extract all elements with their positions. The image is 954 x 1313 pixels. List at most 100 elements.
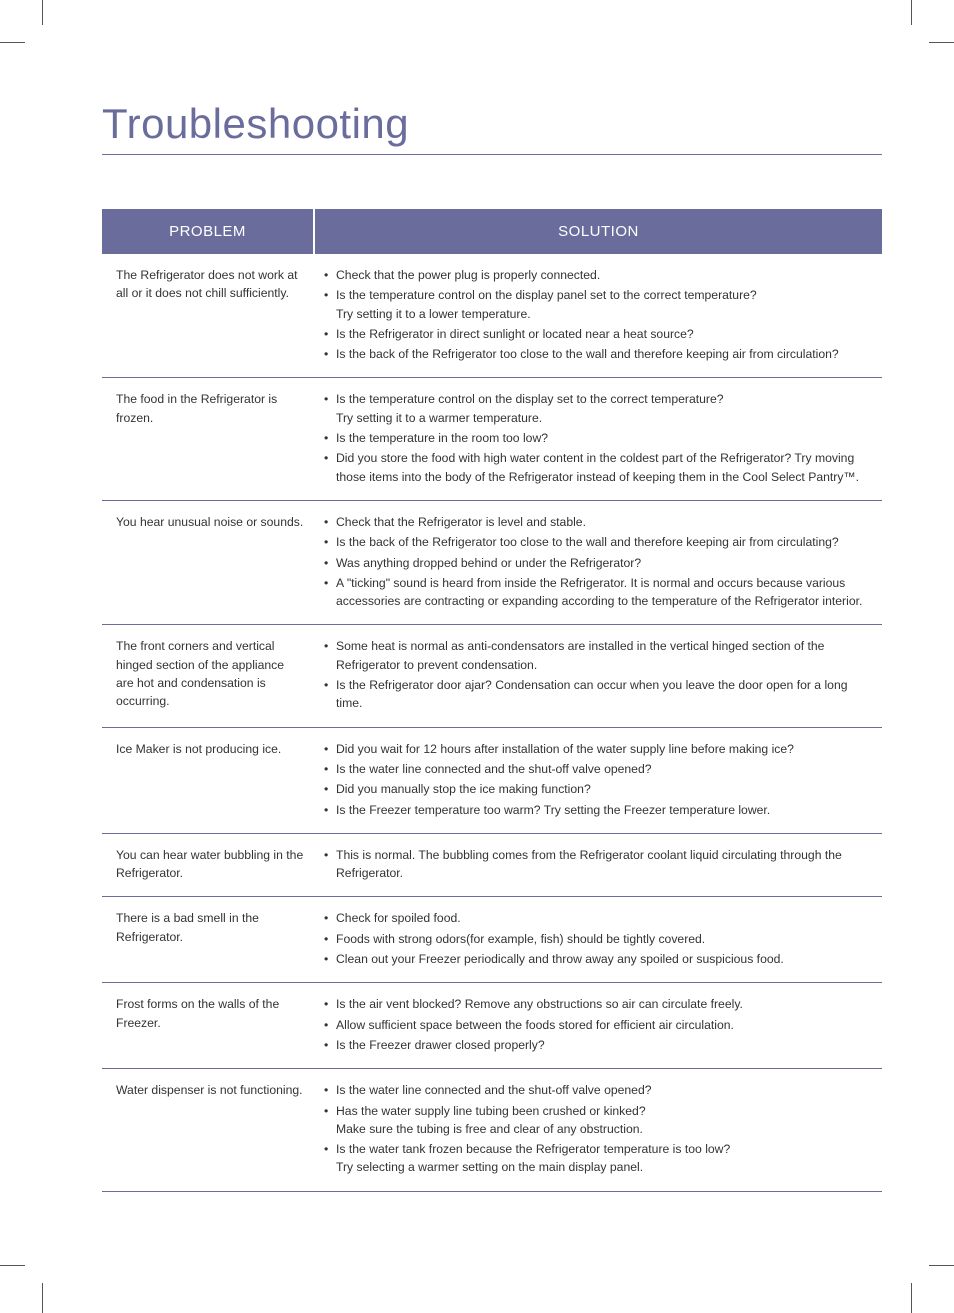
header-problem: PROBLEM xyxy=(102,209,314,254)
solution-text: Is the temperature control on the displa… xyxy=(336,392,724,406)
solution-list: Check that the Refrigerator is level and… xyxy=(324,513,868,610)
solution-cell: Check that the power plug is properly co… xyxy=(314,254,882,378)
solution-cell: Did you wait for 12 hours after installa… xyxy=(314,727,882,833)
solution-subtext: Try setting it to a lower temperature. xyxy=(336,305,868,323)
crop-mark xyxy=(929,42,954,43)
problem-cell: The food in the Refrigerator is frozen. xyxy=(102,378,314,500)
solution-cell: This is normal. The bubbling comes from … xyxy=(314,833,882,897)
problem-cell: The Refrigerator does not work at all or… xyxy=(102,254,314,378)
solution-text: Is the Refrigerator door ajar? Condensat… xyxy=(336,678,848,710)
solution-item: Did you store the food with high water c… xyxy=(324,449,868,486)
solution-subtext: Try selecting a warmer setting on the ma… xyxy=(336,1158,868,1176)
solution-item: Did you manually stop the ice making fun… xyxy=(324,780,868,798)
problem-cell: Water dispenser is not functioning. xyxy=(102,1069,314,1191)
crop-mark xyxy=(911,0,912,25)
solution-list: This is normal. The bubbling comes from … xyxy=(324,846,868,883)
crop-mark xyxy=(929,1265,954,1266)
solution-item: Is the temperature control on the displa… xyxy=(324,286,868,323)
solution-list: Some heat is normal as anti-condensators… xyxy=(324,637,868,712)
solution-list: Check that the power plug is properly co… xyxy=(324,266,868,363)
solution-item: Clean out your Freezer periodically and … xyxy=(324,950,868,968)
table-header-row: PROBLEM SOLUTION xyxy=(102,209,882,254)
solution-text: Was anything dropped behind or under the… xyxy=(336,556,641,570)
crop-mark xyxy=(0,1265,25,1266)
solution-item: Allow sufficient space between the foods… xyxy=(324,1016,868,1034)
solution-item: Is the water tank frozen because the Ref… xyxy=(324,1140,868,1177)
solution-text: This is normal. The bubbling comes from … xyxy=(336,848,842,880)
table-row: You can hear water bubbling in the Refri… xyxy=(102,833,882,897)
crop-mark xyxy=(42,0,43,25)
solution-item: A "ticking" sound is heard from inside t… xyxy=(324,574,868,611)
solution-text: Is the temperature in the room too low? xyxy=(336,431,548,445)
solution-item: Is the Refrigerator door ajar? Condensat… xyxy=(324,676,868,713)
table-row: The food in the Refrigerator is frozen. I… xyxy=(102,378,882,500)
solution-item: Check that the Refrigerator is level and… xyxy=(324,513,868,531)
table-row: Water dispenser is not functioning. Is th… xyxy=(102,1069,882,1191)
crop-mark xyxy=(911,1283,912,1313)
solution-cell: Is the temperature control on the displa… xyxy=(314,378,882,500)
solution-item: Check for spoiled food. xyxy=(324,909,868,927)
problem-cell: There is a bad smell in the Refrigerator… xyxy=(102,897,314,983)
header-solution: SOLUTION xyxy=(314,209,882,254)
solution-list: Check for spoiled food. Foods with strong… xyxy=(324,909,868,968)
problem-cell: The front corners and vertical hinged se… xyxy=(102,625,314,727)
solution-item: Is the temperature in the room too low? xyxy=(324,429,868,447)
crop-mark xyxy=(0,42,25,43)
solution-text: Allow sufficient space between the foods… xyxy=(336,1018,734,1032)
solution-text: Is the water line connected and the shut… xyxy=(336,1083,652,1097)
table-row: The front corners and vertical hinged se… xyxy=(102,625,882,727)
solution-list: Did you wait for 12 hours after installa… xyxy=(324,740,868,819)
solution-text: Check that the Refrigerator is level and… xyxy=(336,515,586,529)
solution-text: Did you wait for 12 hours after installa… xyxy=(336,742,794,756)
table-row: Ice Maker is not producing ice. Did you w… xyxy=(102,727,882,833)
solution-text: Is the water line connected and the shut… xyxy=(336,762,652,776)
solution-list: Is the temperature control on the displa… xyxy=(324,390,868,485)
table-row: There is a bad smell in the Refrigerator… xyxy=(102,897,882,983)
solution-item: This is normal. The bubbling comes from … xyxy=(324,846,868,883)
solution-cell: Check that the Refrigerator is level and… xyxy=(314,500,882,624)
solution-item: Some heat is normal as anti-condensators… xyxy=(324,637,868,674)
solution-text: Did you store the food with high water c… xyxy=(336,451,859,483)
solution-text: Is the back of the Refrigerator too clos… xyxy=(336,535,839,549)
page-content: Troubleshooting PROBLEM SOLUTION The Ref… xyxy=(0,0,954,1192)
solution-list: Is the water line connected and the shut… xyxy=(324,1081,868,1176)
table-row: You hear unusual noise or sounds. Check t… xyxy=(102,500,882,624)
solution-item: Is the Freezer temperature too warm? Try… xyxy=(324,801,868,819)
solution-text: Clean out your Freezer periodically and … xyxy=(336,952,784,966)
solution-item: Is the back of the Refrigerator too clos… xyxy=(324,533,868,551)
problem-cell: Frost forms on the walls of the Freezer. xyxy=(102,983,314,1069)
solution-text: Some heat is normal as anti-condensators… xyxy=(336,639,824,671)
table-row: The Refrigerator does not work at all or… xyxy=(102,254,882,378)
solution-cell: Check for spoiled food. Foods with strong… xyxy=(314,897,882,983)
solution-item: Is the air vent blocked? Remove any obst… xyxy=(324,995,868,1013)
solution-text: Foods with strong odors(for example, fis… xyxy=(336,932,705,946)
crop-mark xyxy=(42,1283,43,1313)
problem-cell: You can hear water bubbling in the Refri… xyxy=(102,833,314,897)
solution-item: Did you wait for 12 hours after installa… xyxy=(324,740,868,758)
solution-text: Has the water supply line tubing been cr… xyxy=(336,1104,646,1118)
solution-text: Is the back of the Refrigerator too clos… xyxy=(336,347,839,361)
solution-item: Has the water supply line tubing been cr… xyxy=(324,1102,868,1139)
problem-cell: Ice Maker is not producing ice. xyxy=(102,727,314,833)
solution-text: Is the Refrigerator in direct sunlight o… xyxy=(336,327,694,341)
solution-item: Was anything dropped behind or under the… xyxy=(324,554,868,572)
solution-text: Check for spoiled food. xyxy=(336,911,461,925)
solution-item: Is the back of the Refrigerator too clos… xyxy=(324,345,868,363)
page-title: Troubleshooting xyxy=(102,100,882,155)
solution-item: Is the Refrigerator in direct sunlight o… xyxy=(324,325,868,343)
troubleshooting-table: PROBLEM SOLUTION The Refrigerator does n… xyxy=(102,209,882,1192)
solution-text: Is the temperature control on the displa… xyxy=(336,288,757,302)
solution-cell: Some heat is normal as anti-condensators… xyxy=(314,625,882,727)
solution-text: Check that the power plug is properly co… xyxy=(336,268,600,282)
solution-subtext: Make sure the tubing is free and clear o… xyxy=(336,1120,868,1138)
table-body: The Refrigerator does not work at all or… xyxy=(102,254,882,1191)
solution-cell: Is the water line connected and the shut… xyxy=(314,1069,882,1191)
solution-cell: Is the air vent blocked? Remove any obst… xyxy=(314,983,882,1069)
solution-item: Foods with strong odors(for example, fis… xyxy=(324,930,868,948)
problem-cell: You hear unusual noise or sounds. xyxy=(102,500,314,624)
solution-text: Is the Freezer temperature too warm? Try… xyxy=(336,803,770,817)
solution-text: Is the Freezer drawer closed properly? xyxy=(336,1038,545,1052)
solution-item: Is the temperature control on the displa… xyxy=(324,390,868,427)
solution-item: Is the water line connected and the shut… xyxy=(324,760,868,778)
solution-list: Is the air vent blocked? Remove any obst… xyxy=(324,995,868,1054)
